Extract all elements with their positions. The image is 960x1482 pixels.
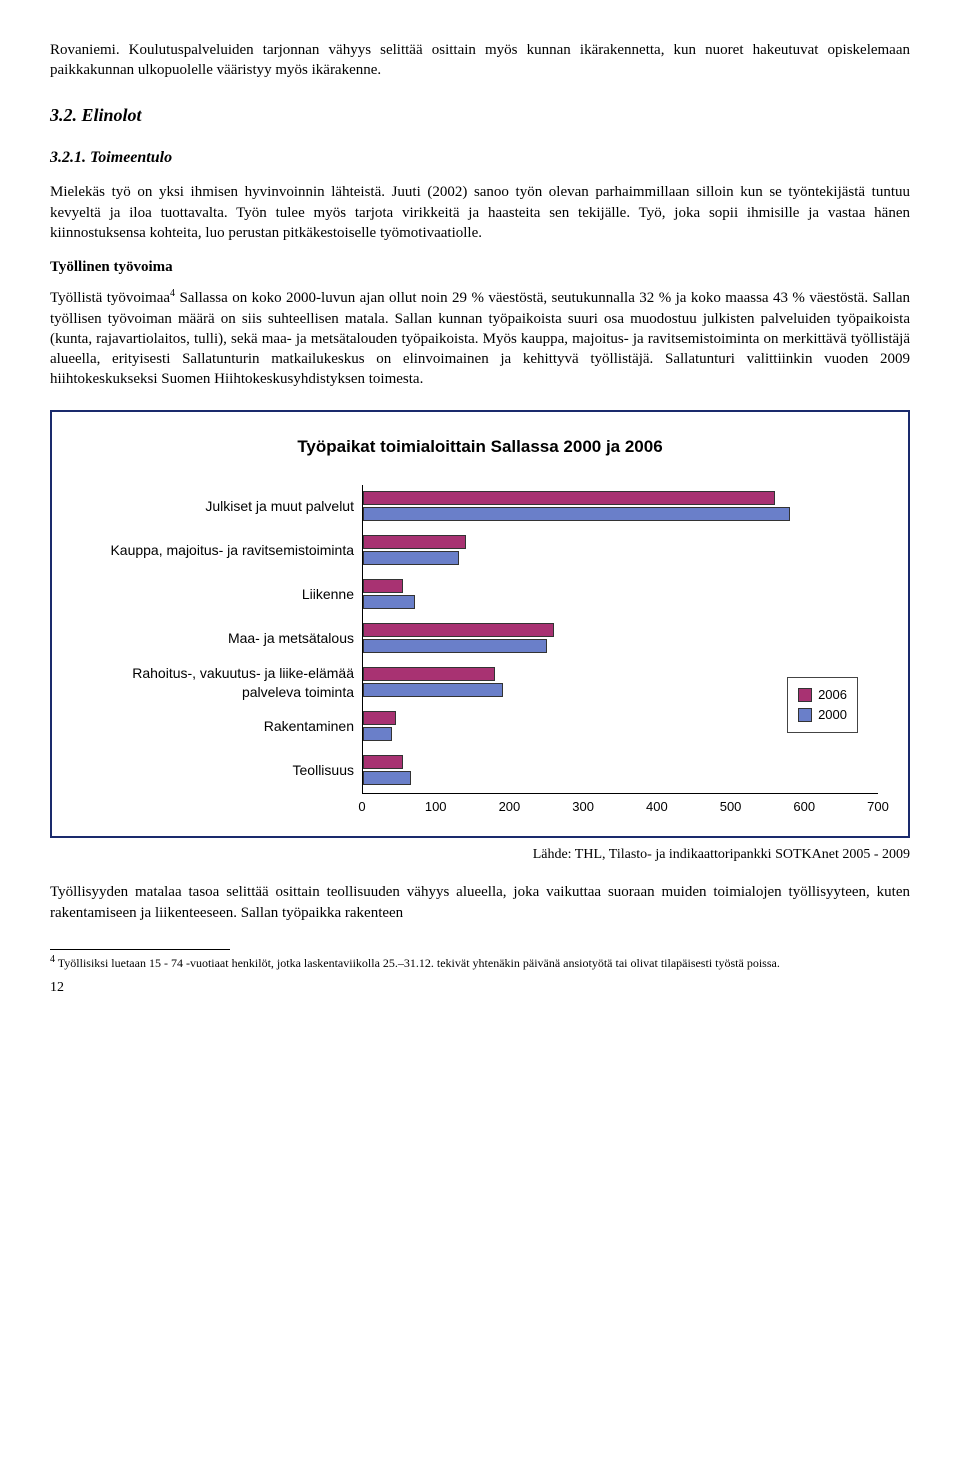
tyovoima-paragraph: Työllistä työvoimaa4 Sallassa on koko 20…: [50, 287, 910, 389]
chart-xtick: 300: [572, 798, 594, 816]
footnote: 4 Työllisiksi luetaan 15 - 74 -vuotiaat …: [50, 954, 910, 971]
chart-bar: [363, 507, 790, 521]
chart-body: Julkiset ja muut palvelutKauppa, majoitu…: [82, 485, 878, 794]
chart-bar-row: [363, 529, 878, 573]
chart-bar: [363, 491, 775, 505]
footnote-ref: 4: [170, 288, 175, 299]
chart-bar: [363, 771, 411, 785]
chart-category-label: Julkiset ja muut palvelut: [82, 485, 362, 529]
chart-container: Työpaikat toimialoittain Sallassa 2000 j…: [50, 410, 910, 838]
legend-swatch-2006: [798, 688, 812, 702]
chart-category-label: Teollisuus: [82, 749, 362, 793]
chart-xtick: 100: [425, 798, 447, 816]
legend-item-2006: 2006: [798, 686, 847, 704]
chart-bar: [363, 623, 554, 637]
chart-bar: [363, 711, 396, 725]
chart-xtick: 500: [720, 798, 742, 816]
chart-bar-row: [363, 617, 878, 661]
chart-xtick: 200: [499, 798, 521, 816]
page-number: 12: [50, 979, 910, 998]
footnote-text: Työllisiksi luetaan 15 - 74 -vuotiaat he…: [58, 956, 780, 970]
heading-toimeentulo: 3.2.1. Toimeentulo: [50, 147, 910, 169]
chart-category-label: Rahoitus-, vakuutus- ja liike-elämää pal…: [82, 661, 362, 705]
chart-bar-row: [363, 573, 878, 617]
chart-bar: [363, 595, 415, 609]
chart-xaxis-ticks: 0100200300400500600700: [362, 798, 878, 816]
chart-bars-column: 2006 2000: [362, 485, 878, 794]
chart-xtick: 400: [646, 798, 668, 816]
chart-category-label: Maa- ja metsätalous: [82, 617, 362, 661]
chart-category-label: Kauppa, majoitus- ja ravitsemistoiminta: [82, 529, 362, 573]
chart-category-label: Rakentaminen: [82, 705, 362, 749]
toimeentulo-paragraph: Mielekäs työ on yksi ihmisen hyvinvoinni…: [50, 182, 910, 243]
legend-label-2000: 2000: [818, 706, 847, 724]
chart-category-column: Julkiset ja muut palvelutKauppa, majoitu…: [82, 485, 362, 794]
chart-bar-row: [363, 485, 878, 529]
footnote-separator: [50, 949, 230, 950]
chart-bar: [363, 683, 503, 697]
chart-bar: [363, 667, 495, 681]
section-label-tyovoima: Työllinen työvoima: [50, 257, 910, 277]
footnote-number: 4: [50, 954, 55, 965]
chart-xaxis: 0100200300400500600700: [82, 798, 878, 816]
chart-bar: [363, 535, 466, 549]
chart-xtick: 700: [867, 798, 889, 816]
chart-bar: [363, 755, 403, 769]
chart-title: Työpaikat toimialoittain Sallassa 2000 j…: [82, 436, 878, 459]
chart-source: Lähde: THL, Tilasto- ja indikaattoripank…: [50, 846, 910, 865]
chart-xtick: 600: [793, 798, 815, 816]
heading-elinolot: 3.2. Elinolot: [50, 103, 910, 127]
legend-label-2006: 2006: [818, 686, 847, 704]
legend-item-2000: 2000: [798, 706, 847, 724]
tyovoima-pre: Työllistä työvoimaa: [50, 290, 170, 306]
chart-bar: [363, 639, 547, 653]
intro-paragraph: Rovaniemi. Koulutuspalveluiden tarjonnan…: [50, 40, 910, 81]
after-chart-paragraph: Työllisyyden matalaa tasoa selittää osit…: [50, 882, 910, 923]
chart-category-label: Liikenne: [82, 573, 362, 617]
legend-swatch-2000: [798, 708, 812, 722]
chart-bar: [363, 551, 459, 565]
tyovoima-body: Sallassa on koko 2000-luvun ajan ollut n…: [50, 290, 910, 387]
chart-bar-row: [363, 749, 878, 793]
chart-bar: [363, 579, 403, 593]
chart-xtick: 0: [358, 798, 365, 816]
chart-bar: [363, 727, 392, 741]
chart-legend: 2006 2000: [787, 677, 858, 732]
